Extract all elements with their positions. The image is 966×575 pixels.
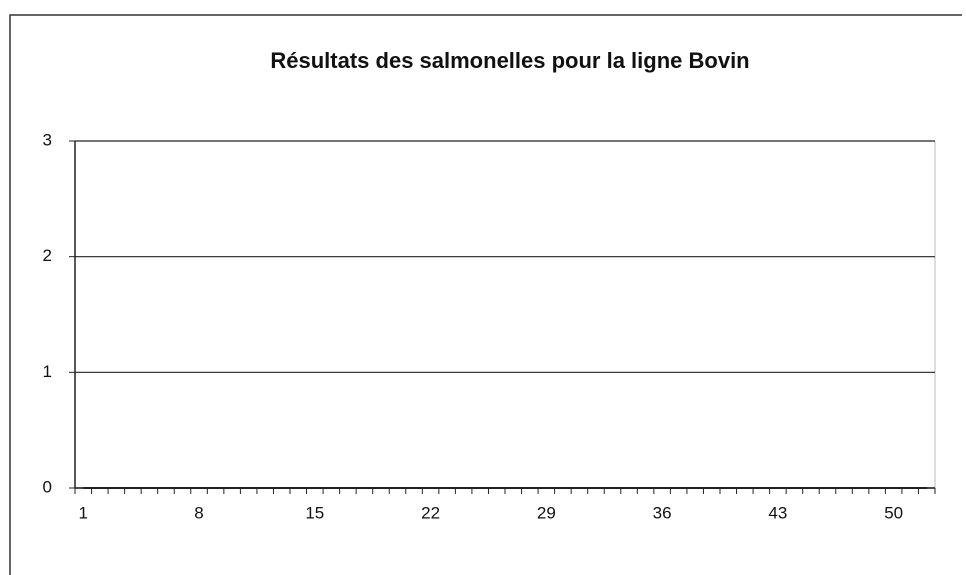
x-tick-label: 36 — [653, 503, 672, 522]
y-tick-label: 1 — [43, 362, 52, 381]
chart-title: Résultats des salmonelles pour la ligne … — [270, 48, 749, 73]
x-tick-label: 43 — [768, 503, 787, 522]
chart-border — [9, 14, 962, 575]
x-tick-label: 29 — [537, 503, 556, 522]
x-tick-label: 50 — [884, 503, 903, 522]
x-tick-label: 8 — [194, 503, 203, 522]
x-tick-label: 15 — [305, 503, 324, 522]
y-tick-label: 2 — [43, 246, 52, 265]
y-tick-label: 0 — [43, 477, 52, 496]
x-tick-label: 1 — [79, 503, 88, 522]
y-tick-label: 3 — [43, 130, 52, 149]
x-tick-label: 22 — [421, 503, 440, 522]
